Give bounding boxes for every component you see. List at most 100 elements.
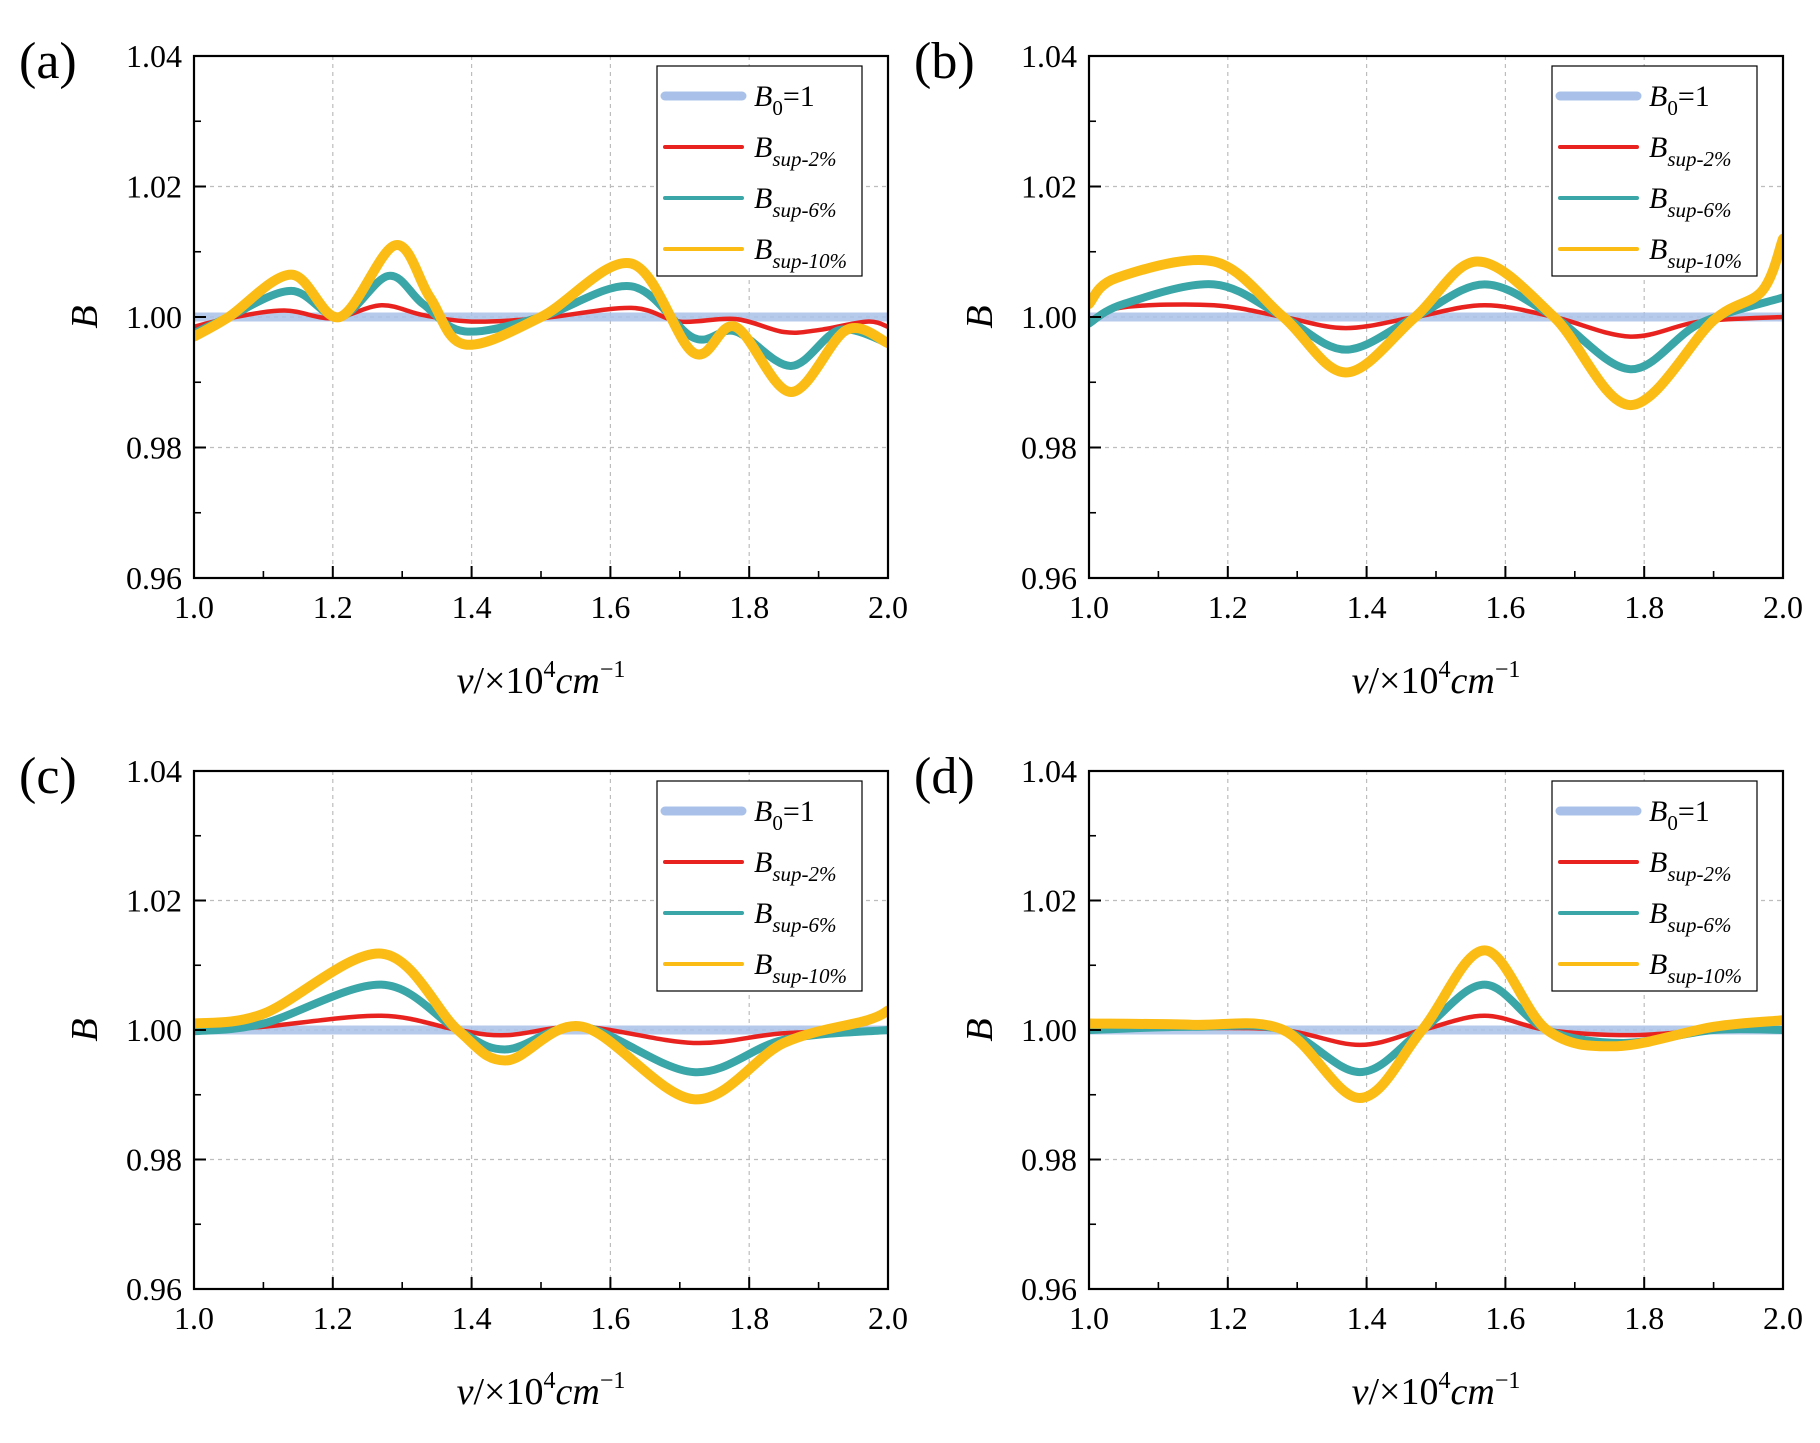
x-axis-unit-exp: −1 (600, 1368, 626, 1394)
x-axis-title: v/×104cm−1 (457, 657, 626, 702)
y-axis-title: B (959, 1018, 1001, 1041)
y-axis-title: B (64, 1018, 106, 1041)
y-tick-label: 1.04 (1021, 753, 1077, 789)
x-axis: 1.0 1.2 1.4 1.6 1.8 2.0 (174, 1277, 908, 1336)
series-group (1089, 945, 1783, 1103)
y-axis-title: B (64, 305, 106, 328)
x-tick-label: 1.4 (1347, 1300, 1387, 1336)
x-tick-label: 1.8 (729, 589, 769, 625)
x-tick-label: 1.0 (1069, 589, 1109, 625)
legend-box (656, 65, 863, 277)
legend: B0=1 Bsup-2% Bsup-6% Bsup-10% (656, 65, 863, 277)
x-axis: 1.0 1.2 1.4 1.6 1.8 2.0 (174, 566, 908, 625)
x-tick-label: 1.2 (1208, 589, 1248, 625)
y-tick-label: 0.98 (1021, 430, 1077, 466)
legend-label: Bsup-10% (754, 948, 847, 988)
legend-label: Bsup-10% (1649, 233, 1742, 273)
x-axis: 1.0 1.2 1.4 1.6 1.8 2.0 (1069, 566, 1803, 625)
y-tick-label: 1.04 (126, 753, 182, 789)
x-tick-label: 1.6 (1485, 1300, 1525, 1336)
chart-panel-c: 1.0 1.2 1.4 1.6 1.8 2.0 0.96 0.98 1.00 1.02 1.04 (c… (19, 748, 908, 1413)
x-axis: 1.0 1.2 1.4 1.6 1.8 2.0 (1069, 1277, 1803, 1336)
panel-label: (b) (914, 33, 975, 90)
series-line-3 (194, 948, 888, 1105)
x-tick-label: 1.6 (590, 589, 630, 625)
x-axis-unit: cm (1451, 1371, 1495, 1413)
legend-box (1551, 65, 1758, 277)
panels-root: 1.0 1.2 1.4 1.6 1.8 2.00.960.981.001.021.04(a… (19, 33, 1803, 1413)
x-axis-var: v (457, 1371, 474, 1413)
chart-panel-a: 1.0 1.2 1.4 1.6 1.8 2.0 0.96 0.98 1.00 1.02 1.04 (a… (19, 33, 908, 702)
x-tick-label: 1.8 (729, 1300, 769, 1336)
x-axis-title: v/×104cm−1 (457, 1368, 626, 1413)
legend-label: Bsup-6% (1649, 182, 1732, 222)
legend-box (1551, 780, 1758, 992)
chart-panel-d: 1.0 1.2 1.4 1.6 1.8 2.0 0.96 0.98 1.00 1.02 1.04 (d… (914, 748, 1803, 1413)
y-axis: 0.96 0.98 1.00 1.02 1.04 (126, 753, 206, 1307)
y-tick-label: 1.00 (126, 299, 182, 335)
y-tick-label: 1.04 (1021, 38, 1077, 74)
y-axis: 0.96 0.98 1.00 1.02 1.04 (1021, 753, 1101, 1307)
x-axis-exp: 4 (544, 657, 556, 683)
x-axis-unit: cm (1451, 660, 1495, 702)
x-tick-label: 1.0 (174, 1300, 214, 1336)
legend-box (656, 780, 863, 992)
panel-label: (c) (19, 748, 77, 805)
x-tick-label: 1.4 (1347, 589, 1387, 625)
x-tick-label: 1.4 (452, 589, 492, 625)
x-tick-label: 2.0 (868, 1300, 908, 1336)
y-tick-label: 1.00 (1021, 299, 1077, 335)
x-tick-label: 1.4 (452, 1300, 492, 1336)
legend-label: Bsup-6% (1649, 897, 1732, 937)
y-tick-label: 0.96 (126, 560, 182, 596)
y-tick-label: 1.04 (126, 38, 182, 74)
y-tick-label: 1.02 (126, 883, 182, 919)
panel-label: (d) (914, 748, 975, 805)
legend-label: B0=1 (754, 80, 815, 120)
x-axis-sep: /×10 (474, 660, 544, 702)
x-axis-var: v (1352, 1371, 1369, 1413)
x-axis-exp: 4 (1439, 1368, 1451, 1394)
x-axis-unit: cm (556, 1371, 600, 1413)
x-tick-label: 1.0 (174, 589, 214, 625)
y-tick-label: 0.96 (126, 1271, 182, 1307)
y-tick-label: 1.00 (1021, 1012, 1077, 1048)
x-axis-unit-exp: −1 (1495, 657, 1521, 683)
legend-label: Bsup-2% (754, 131, 837, 171)
x-axis-unit-exp: −1 (1495, 1368, 1521, 1394)
y-tick-label: 0.96 (1021, 1271, 1077, 1307)
x-axis-sep: /×10 (1369, 660, 1439, 702)
y-axis: 0.96 0.98 1.00 1.02 1.04 (126, 38, 206, 596)
x-axis-title: v/×104cm−1 (1352, 657, 1521, 702)
series-group (1089, 233, 1783, 411)
y-tick-label: 1.02 (1021, 883, 1077, 919)
legend-label: Bsup-2% (1649, 131, 1732, 171)
panel-label: (a) (19, 33, 77, 90)
x-axis-var: v (457, 660, 474, 702)
y-tick-label: 0.98 (126, 430, 182, 466)
x-tick-label: 2.0 (1763, 1300, 1803, 1336)
legend-label: Bsup-2% (754, 846, 837, 886)
series-line-2 (194, 980, 888, 1077)
y-tick-label: 0.98 (1021, 1142, 1077, 1178)
x-tick-label: 1.8 (1624, 1300, 1664, 1336)
x-tick-label: 1.2 (313, 589, 353, 625)
chart-panel-b: 1.0 1.2 1.4 1.6 1.8 2.0 0.96 0.98 1.00 1.02 1.04 (b… (914, 33, 1803, 702)
legend-label: Bsup-6% (754, 182, 837, 222)
legend: B0=1 Bsup-2% Bsup-6% Bsup-10% (656, 780, 863, 992)
x-axis-title: v/×104cm−1 (1352, 1368, 1521, 1413)
x-axis-exp: 4 (544, 1368, 556, 1394)
y-tick-label: 1.02 (1021, 169, 1077, 205)
x-axis-sep: /×10 (474, 1371, 544, 1413)
legend-label: Bsup-10% (1649, 948, 1742, 988)
x-axis-sep: /×10 (1369, 1371, 1439, 1413)
y-tick-label: 0.98 (126, 1142, 182, 1178)
y-axis: 0.96 0.98 1.00 1.02 1.04 (1021, 38, 1101, 596)
legend-label: B0=1 (1649, 80, 1710, 120)
legend-label: B0=1 (754, 795, 815, 835)
series-line-3 (1089, 945, 1783, 1103)
y-axis-title: B (959, 305, 1001, 328)
series-group (194, 240, 888, 398)
series-line-3 (1089, 233, 1783, 411)
